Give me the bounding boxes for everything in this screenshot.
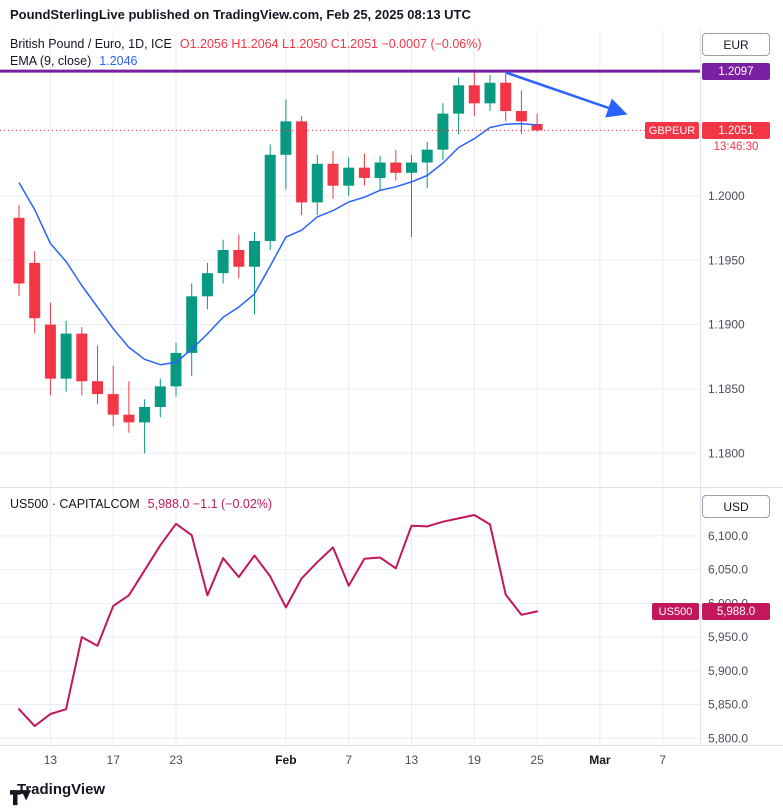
resistance-level-badge: 1.2097 (702, 63, 770, 80)
svg-text:5,850.0: 5,850.0 (708, 698, 748, 712)
attribution-header: PoundSterlingLive published on TradingVi… (10, 7, 471, 22)
svg-text:5,900.0: 5,900.0 (708, 664, 748, 678)
svg-text:1.1800: 1.1800 (708, 446, 745, 460)
svg-text:1.2000: 1.2000 (708, 189, 745, 203)
svg-text:Mar: Mar (589, 753, 611, 767)
panel-separator[interactable] (0, 487, 783, 488)
svg-text:13: 13 (44, 753, 58, 767)
us500-legend: US500 · CAPITALCOM 5,988.0 −1.1 (−0.02%) (10, 497, 272, 511)
ohlc-values: O1.2056 H1.2064 L1.2050 C1.2051 −0.0007 … (179, 37, 482, 51)
svg-text:1.1950: 1.1950 (708, 253, 745, 267)
eur-currency-badge[interactable]: EUR (702, 33, 770, 56)
symbol-title: British Pound / Euro, 1D, ICE (10, 37, 172, 51)
svg-text:5,950.0: 5,950.0 (708, 630, 748, 644)
current-price-badge: 1.2051 (702, 122, 770, 139)
svg-text:1.1900: 1.1900 (708, 318, 745, 332)
svg-text:25: 25 (530, 753, 544, 767)
gbpeur-symbol-tag: GBPEUR (645, 122, 699, 139)
symbol-legend: British Pound / Euro, 1D, ICE O1.2056 H1.… (10, 37, 482, 51)
bar-countdown-timer: 13:46:30 (713, 141, 759, 153)
svg-text:17: 17 (107, 753, 121, 767)
us500-value: 5,988.0 −1.1 (−0.02%) (147, 497, 273, 511)
svg-text:5,800.0: 5,800.0 (708, 731, 748, 745)
us500-symbol-tag: US500 (652, 603, 699, 620)
ema-value: 1.2046 (99, 54, 138, 68)
svg-text:Feb: Feb (275, 753, 296, 767)
svg-text:6,050.0: 6,050.0 (708, 563, 748, 577)
svg-text:13: 13 (405, 753, 419, 767)
tradingview-brand-text: TradingView (17, 781, 106, 798)
svg-text:7: 7 (659, 753, 666, 767)
time-axis[interactable]: 13 17 23 Feb 7 13 19 25 Mar 7 (0, 745, 783, 775)
ema-label: EMA (9, close) (10, 54, 92, 68)
svg-text:6,100.0: 6,100.0 (708, 529, 748, 543)
ema-legend: EMA (9, close) 1.2046 (10, 54, 138, 68)
svg-text:19: 19 (468, 753, 482, 767)
price-axis-separator (700, 30, 701, 745)
usd-currency-badge[interactable]: USD (702, 495, 770, 518)
time-axis-separator (0, 745, 783, 746)
tradingview-logo[interactable]: TradingView (10, 781, 106, 805)
us500-price-badge: 5,988.0 (702, 603, 770, 620)
svg-text:1.1850: 1.1850 (708, 382, 745, 396)
gbpeur-candlestick-chart[interactable]: 1.2000 1.1950 1.1900 1.1850 1.1800 (0, 30, 783, 488)
svg-text:7: 7 (345, 753, 352, 767)
us500-title: US500 · CAPITALCOM (10, 497, 140, 511)
svg-text:23: 23 (169, 753, 183, 767)
